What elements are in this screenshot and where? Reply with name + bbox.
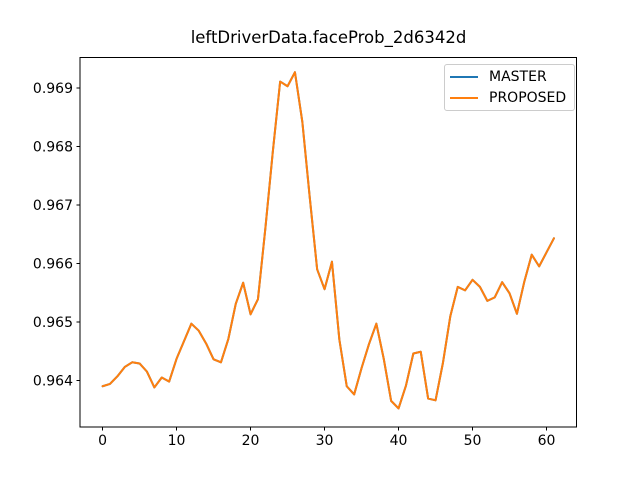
y-tick-label: 0.967	[33, 198, 73, 214]
legend-item-proposed: PROPOSED	[450, 90, 566, 106]
axes-frame	[79, 57, 577, 428]
y-tick-label: 0.966	[33, 256, 73, 272]
legend-item-master: MASTER	[450, 69, 566, 85]
legend: MASTER PROPOSED	[444, 64, 576, 111]
chart-title: leftDriverData.faceProb_2d6342d	[190, 28, 467, 47]
y-tick-label: 0.964	[33, 373, 73, 389]
series-line-master	[101, 71, 555, 410]
legend-line-proposed-icon	[450, 97, 478, 99]
x-tick-label: 40	[390, 433, 408, 449]
x-tick-label: 30	[316, 433, 334, 449]
x-tick-label: 20	[242, 433, 260, 449]
legend-line-master-icon	[450, 76, 478, 78]
y-tick-label: 0.968	[33, 139, 73, 155]
y-tick-label: 0.969	[33, 81, 73, 97]
x-tick-label: 50	[464, 433, 482, 449]
x-tick-label: 60	[538, 433, 556, 449]
legend-label-proposed: PROPOSED	[489, 90, 567, 106]
legend-label-master: MASTER	[489, 69, 547, 85]
x-tick-label: 10	[168, 433, 186, 449]
y-tick-label: 0.965	[33, 315, 73, 331]
series-line-proposed	[101, 71, 555, 410]
x-tick-label: 0	[98, 433, 107, 449]
